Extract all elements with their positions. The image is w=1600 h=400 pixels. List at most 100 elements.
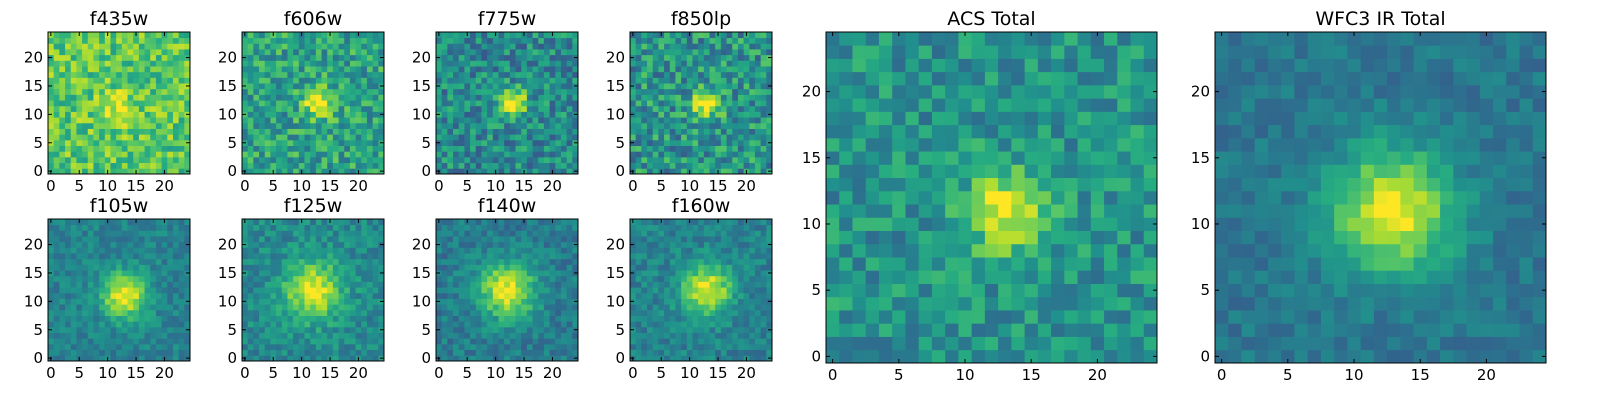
heatmap-cell bbox=[698, 139, 705, 146]
heatmap-cell bbox=[93, 49, 100, 56]
heatmap-cell bbox=[681, 111, 688, 118]
heatmap-cell bbox=[441, 332, 448, 339]
heatmap-cell bbox=[641, 275, 648, 282]
heatmap-cell bbox=[652, 343, 659, 351]
heatmap-cell bbox=[355, 247, 362, 254]
heatmap-cell bbox=[150, 247, 157, 254]
heatmap-cell bbox=[436, 236, 443, 243]
heatmap-cell bbox=[361, 236, 368, 243]
heatmap-cell bbox=[53, 151, 60, 158]
heatmap-cell bbox=[355, 122, 362, 129]
heatmap-cell bbox=[726, 134, 733, 141]
heatmap-cell bbox=[652, 304, 659, 311]
heatmap-cell bbox=[441, 224, 448, 231]
heatmap-cell bbox=[487, 71, 494, 78]
heatmap-cell bbox=[372, 247, 379, 254]
heatmap-cell bbox=[566, 105, 573, 112]
heatmap-cell bbox=[253, 122, 260, 129]
heatmap-cell bbox=[87, 287, 94, 294]
heatmap-cell bbox=[647, 145, 654, 152]
heatmap-cell bbox=[681, 100, 688, 107]
heatmap-cell bbox=[82, 88, 89, 95]
heatmap-cell bbox=[65, 151, 72, 158]
heatmap-cell bbox=[709, 343, 716, 351]
heatmap-cell bbox=[76, 151, 83, 158]
heatmap-cell bbox=[155, 122, 162, 129]
heatmap-cell bbox=[82, 32, 89, 39]
heatmap-cell bbox=[526, 349, 533, 356]
heatmap-cell bbox=[276, 321, 283, 328]
heatmap-cell bbox=[99, 71, 106, 78]
heatmap-cell bbox=[259, 156, 266, 164]
heatmap-cell bbox=[441, 32, 448, 39]
heatmap-cell bbox=[172, 236, 180, 243]
heatmap-cell bbox=[321, 111, 328, 118]
heatmap-cell bbox=[504, 60, 511, 67]
heatmap-cell bbox=[720, 32, 727, 39]
heatmap-cell bbox=[281, 326, 288, 333]
heatmap-cell bbox=[138, 264, 145, 271]
heatmap-cell bbox=[664, 349, 671, 356]
heatmap-cell bbox=[270, 298, 277, 305]
heatmap-cell bbox=[458, 281, 465, 288]
heatmap-cell bbox=[652, 100, 659, 107]
heatmap-cell bbox=[65, 309, 72, 316]
heatmap-cell bbox=[161, 253, 168, 260]
heatmap-cell bbox=[242, 258, 249, 265]
heatmap-cell bbox=[178, 281, 185, 288]
heatmap-cell bbox=[521, 270, 528, 277]
heatmap-cell bbox=[492, 49, 499, 56]
heatmap-cell bbox=[138, 309, 145, 316]
heatmap-cell bbox=[658, 43, 665, 50]
heatmap-cell bbox=[70, 94, 77, 101]
heatmap-cell bbox=[172, 287, 180, 294]
heatmap-cell bbox=[372, 88, 379, 95]
heatmap-cell bbox=[555, 151, 562, 158]
heatmap-cell bbox=[475, 134, 482, 141]
heatmap-cell bbox=[53, 264, 60, 271]
heatmap-cell bbox=[121, 315, 128, 322]
heatmap-cell bbox=[658, 122, 665, 129]
heatmap-cell bbox=[630, 332, 637, 339]
heatmap-cell bbox=[93, 247, 100, 254]
heatmap-cell bbox=[87, 355, 94, 362]
heatmap-cell bbox=[464, 128, 471, 135]
heatmap-cell bbox=[372, 168, 379, 175]
heatmap-cell bbox=[487, 134, 494, 141]
heatmap-cell bbox=[481, 247, 488, 254]
heatmap-cell bbox=[555, 281, 562, 288]
heatmap-cell bbox=[686, 54, 693, 61]
heatmap-cell bbox=[441, 275, 448, 282]
heatmap-cell bbox=[760, 151, 767, 158]
heatmap-cell bbox=[543, 247, 550, 254]
heatmap-cell bbox=[155, 287, 162, 294]
heatmap-cell bbox=[572, 332, 579, 339]
heatmap-cell bbox=[538, 32, 545, 39]
heatmap-cell bbox=[321, 275, 328, 282]
heatmap-cell bbox=[99, 88, 106, 95]
heatmap-cell bbox=[121, 224, 128, 231]
heatmap-cell bbox=[104, 145, 111, 152]
heatmap-cell bbox=[59, 264, 66, 271]
heatmap-cell bbox=[287, 134, 294, 141]
heatmap-cell bbox=[310, 275, 317, 282]
heatmap-cell bbox=[70, 292, 77, 299]
heatmap-cell bbox=[287, 309, 294, 316]
heatmap-cell bbox=[754, 49, 762, 56]
heatmap-cell bbox=[138, 32, 145, 39]
heatmap-cell bbox=[475, 156, 482, 164]
heatmap-cell bbox=[310, 304, 317, 311]
heatmap-cell bbox=[378, 49, 385, 56]
heatmap-cell bbox=[641, 355, 648, 362]
heatmap-cell bbox=[447, 162, 454, 169]
heatmap-cell bbox=[470, 66, 477, 73]
heatmap-cell bbox=[732, 275, 739, 282]
heatmap-cell bbox=[253, 321, 260, 328]
heatmap-cell bbox=[515, 151, 522, 158]
heatmap-cell bbox=[675, 49, 682, 56]
heatmap-cell bbox=[281, 258, 288, 265]
heatmap-cell bbox=[172, 139, 180, 146]
heatmap-cell bbox=[543, 275, 550, 282]
heatmap-cell bbox=[155, 321, 162, 328]
heatmap-cell bbox=[48, 122, 55, 129]
